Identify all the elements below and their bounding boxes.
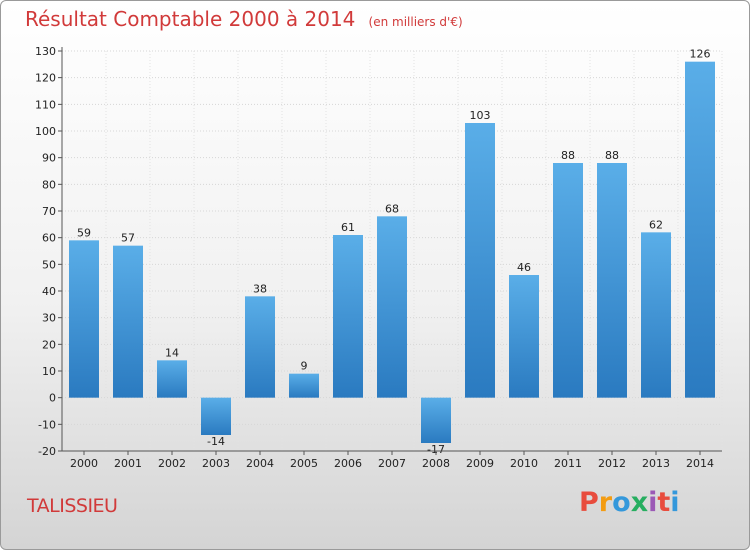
data-label-2008: -17 [427, 443, 445, 456]
bar-2012[interactable] [597, 163, 627, 398]
bar-2010[interactable] [509, 275, 539, 398]
bar-2000[interactable] [69, 240, 99, 398]
x-tick-label-2003: 2003 [202, 457, 230, 470]
y-tick-label: 90 [42, 152, 56, 165]
data-label-2001: 57 [121, 232, 135, 245]
logo-letter: x [630, 487, 649, 518]
y-tick-label: 10 [42, 365, 56, 378]
bar-2004[interactable] [245, 296, 275, 398]
bar-layer [69, 61, 715, 443]
bar-2002[interactable] [157, 360, 187, 398]
x-tick-label-2008: 2008 [422, 457, 450, 470]
y-tick-label: 60 [42, 232, 56, 245]
data-label-2014: 126 [690, 48, 711, 61]
logo-letter: P [579, 487, 599, 518]
data-label-2012: 88 [605, 149, 619, 162]
bar-2001[interactable] [113, 245, 143, 398]
logo-letter: i [648, 487, 658, 518]
x-tick-label-2012: 2012 [598, 457, 626, 470]
logo-letter: t [657, 487, 671, 518]
bar-2008[interactable] [421, 397, 451, 443]
y-tick-label: 120 [35, 72, 56, 85]
y-tick-label: 30 [42, 312, 56, 325]
logo-letter: r [598, 487, 613, 518]
y-tick-label: -10 [38, 418, 56, 431]
bar-2013[interactable] [641, 232, 671, 398]
data-label-2004: 38 [253, 282, 267, 295]
y-tick-label: 40 [42, 285, 56, 298]
x-tick-label-2009: 2009 [466, 457, 494, 470]
proxiti-logo[interactable]: Proxiti [579, 487, 680, 518]
logo-letter: i [670, 487, 680, 518]
x-tick-label-2011: 2011 [554, 457, 582, 470]
x-tick-label-2006: 2006 [334, 457, 362, 470]
data-label-2013: 62 [649, 218, 663, 231]
data-label-2003: -14 [207, 435, 225, 448]
y-tick-label: 80 [42, 178, 56, 191]
y-tick-label: 100 [35, 125, 56, 138]
bar-2009[interactable] [465, 123, 495, 398]
bar-2005[interactable] [289, 373, 319, 398]
y-tick-label: 110 [35, 98, 56, 111]
data-label-2005: 9 [301, 360, 308, 373]
x-tick-label-2004: 2004 [246, 457, 274, 470]
x-tick-label-2001: 2001 [114, 457, 142, 470]
data-label-2006: 61 [341, 221, 355, 234]
title-row: Résultat Comptable 2000 à 2014 (en milli… [25, 7, 463, 31]
bar-2006[interactable] [333, 235, 363, 398]
bar-2007[interactable] [377, 216, 407, 398]
y-tick-label: 0 [49, 392, 56, 405]
x-tick-label-2010: 2010 [510, 457, 538, 470]
y-tick-label: 20 [42, 338, 56, 351]
x-tick-label-2005: 2005 [290, 457, 318, 470]
chart-title: Résultat Comptable 2000 à 2014 [25, 7, 356, 31]
bar-2003[interactable] [201, 397, 231, 435]
data-label-2002: 14 [165, 346, 179, 359]
x-tick-label-2013: 2013 [642, 457, 670, 470]
bar-2014[interactable] [685, 61, 715, 398]
y-tick-label: 130 [35, 45, 56, 58]
data-label-2007: 68 [385, 202, 399, 215]
data-label-2009: 103 [470, 109, 491, 122]
data-label-2010: 46 [517, 261, 531, 274]
bar-2011[interactable] [553, 163, 583, 398]
logo-letter: o [612, 487, 631, 518]
y-tick-label: 70 [42, 205, 56, 218]
x-tick-label-2014: 2014 [686, 457, 714, 470]
y-tick-label: -20 [38, 445, 56, 458]
x-tick-label-2002: 2002 [158, 457, 186, 470]
label-layer: 59 57 14 -14 38 9 61 68 -17 103 46 88 88 62 126 [77, 48, 711, 456]
chart-subtitle: (en milliers d'€) [368, 15, 463, 29]
y-tick-label: 50 [42, 258, 56, 271]
axis-layer: -20 -10 0 10 20 30 40 50 60 70 80 90 100 110 120 130 200… [35, 45, 722, 470]
x-tick-label-2007: 2007 [378, 457, 406, 470]
data-label-2000: 59 [77, 226, 91, 239]
commune-name: TALISSIEU [27, 495, 118, 517]
data-label-2011: 88 [561, 149, 575, 162]
x-tick-label-2000: 2000 [70, 457, 98, 470]
